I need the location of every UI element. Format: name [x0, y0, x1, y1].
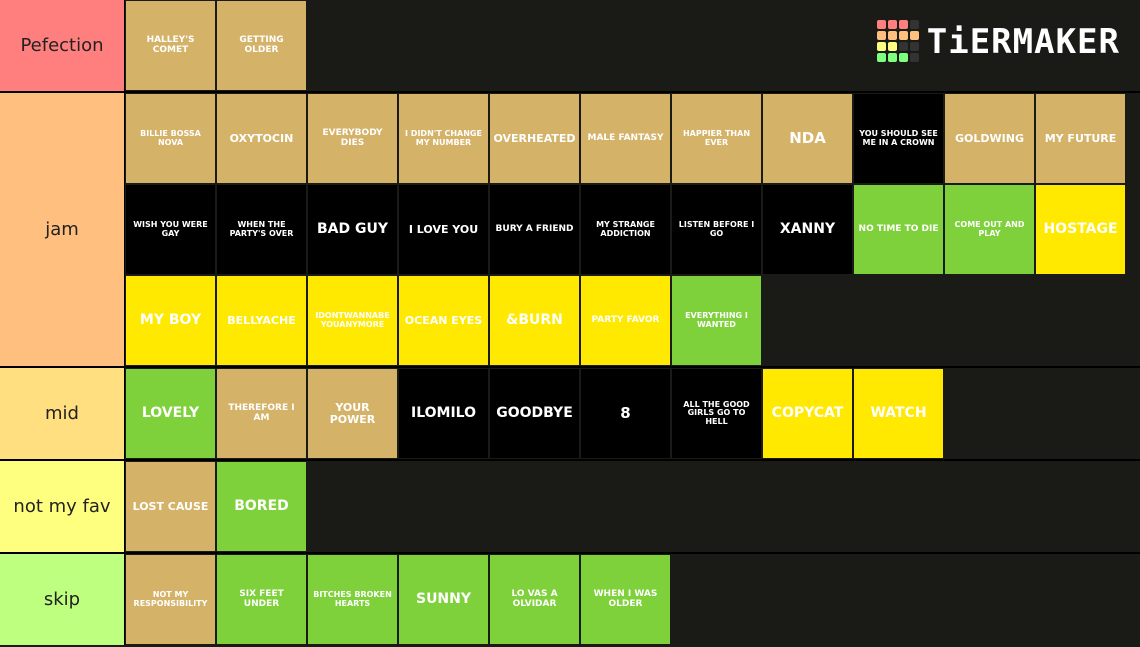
tier-row: jam BILLIE BOSSA NOVA OXYTOCIN EVERYBODY DI…: [0, 91, 1140, 366]
tier-item[interactable]: LOVELY: [125, 368, 216, 459]
tier-item[interactable]: HAPPIER THAN EVER: [671, 93, 762, 184]
tier-item[interactable]: THEREFORE I AM: [216, 368, 307, 459]
tier-item[interactable]: EVERYTHING I WANTED: [671, 275, 762, 366]
tier-item[interactable]: NOT MY RESPONSIBILITY: [125, 554, 216, 645]
tier-item[interactable]: 8: [580, 368, 671, 459]
tier-item[interactable]: GETTING OLDER: [216, 0, 307, 91]
tier-item[interactable]: OXYTOCIN: [216, 93, 307, 184]
tier-item[interactable]: COME OUT AND PLAY: [944, 184, 1035, 275]
tier-item[interactable]: IDONTWANNABE YOUANYMORE: [307, 275, 398, 366]
tier-item[interactable]: NO TIME TO DIE: [853, 184, 944, 275]
logo-text: TiERMAKER: [926, 22, 1120, 62]
tier-row: mid LOVELY THEREFORE I AM YOUR POWER ILOMILO…: [0, 366, 1140, 459]
tier-item[interactable]: COPYCAT: [762, 368, 853, 459]
tier-item[interactable]: MY FUTURE: [1035, 93, 1126, 184]
tier-label: mid: [0, 368, 125, 459]
tier-item[interactable]: BITCHES BROKEN HEARTS: [307, 554, 398, 645]
tier-label: not my fav: [0, 461, 125, 552]
tier-items: HALLEY'S COMET GETTING OLDER: [125, 0, 1140, 91]
tier-row: Pefection HALLEY'S COMET GETTING OLDER: [0, 0, 1140, 91]
tier-item[interactable]: GOODBYE: [489, 368, 580, 459]
tier-items: BILLIE BOSSA NOVA OXYTOCIN EVERYBODY DIES I…: [125, 93, 1140, 366]
tier-item[interactable]: NDA: [762, 93, 853, 184]
tier-item[interactable]: SUNNY: [398, 554, 489, 645]
tier-items: NOT MY RESPONSIBILITY SIX FEET UNDER BITCH…: [125, 554, 1140, 645]
tier-item[interactable]: WHEN I WAS OLDER: [580, 554, 671, 645]
tier-item[interactable]: LOST CAUSE: [125, 461, 216, 552]
tier-item[interactable]: WHEN THE PARTY'S OVER: [216, 184, 307, 275]
tier-item[interactable]: MY STRANGE ADDICTION: [580, 184, 671, 275]
tier-item[interactable]: GOLDWING: [944, 93, 1035, 184]
tier-item[interactable]: HOSTAGE: [1035, 184, 1126, 275]
tier-item[interactable]: &BURN: [489, 275, 580, 366]
tier-item[interactable]: SIX FEET UNDER: [216, 554, 307, 645]
tier-item[interactable]: LISTEN BEFORE I GO: [671, 184, 762, 275]
tier-item[interactable]: BAD GUY: [307, 184, 398, 275]
tier-item[interactable]: WATCH: [853, 368, 944, 459]
logo: TiERMAKER: [876, 20, 1120, 64]
logo-icon: [876, 20, 919, 62]
tier-row: skip NOT MY RESPONSIBILITY SIX FEET UNDER B…: [0, 552, 1140, 645]
tier-items: LOVELY THEREFORE I AM YOUR POWER ILOMILO GOO…: [125, 368, 1140, 459]
tier-item[interactable]: WISH YOU WERE GAY: [125, 184, 216, 275]
tier-items: LOST CAUSE BORED: [125, 461, 1140, 552]
tier-item[interactable]: EVERYBODY DIES: [307, 93, 398, 184]
tier-row: not my fav LOST CAUSE BORED: [0, 459, 1140, 552]
tier-item[interactable]: PARTY FAVOR: [580, 275, 671, 366]
tier-item[interactable]: ALL THE GOOD GIRLS GO TO HELL: [671, 368, 762, 459]
tier-item[interactable]: BILLIE BOSSA NOVA: [125, 93, 216, 184]
tier-item[interactable]: BELLYACHE: [216, 275, 307, 366]
tier-item[interactable]: LO VAS A OLVIDAR: [489, 554, 580, 645]
tier-item[interactable]: I DIDN'T CHANGE MY NUMBER: [398, 93, 489, 184]
tier-item[interactable]: OCEAN EYES: [398, 275, 489, 366]
tier-item[interactable]: ILOMILO: [398, 368, 489, 459]
tier-item[interactable]: XANNY: [762, 184, 853, 275]
tier-item[interactable]: BURY A FRIEND: [489, 184, 580, 275]
tier-item[interactable]: OVERHEATED: [489, 93, 580, 184]
tier-item[interactable]: BORED: [216, 461, 307, 552]
tier-item[interactable]: YOU SHOULD SEE ME IN A CROWN: [853, 93, 944, 184]
tier-item[interactable]: MY BOY: [125, 275, 216, 366]
tier-label: jam: [0, 93, 125, 366]
tier-item[interactable]: YOUR POWER: [307, 368, 398, 459]
tier-label: skip: [0, 554, 125, 645]
tier-item[interactable]: MALE FANTASY: [580, 93, 671, 184]
tier-item[interactable]: I LOVE YOU: [398, 184, 489, 275]
tier-item[interactable]: HALLEY'S COMET: [125, 0, 216, 91]
tier-label: Pefection: [0, 0, 125, 91]
